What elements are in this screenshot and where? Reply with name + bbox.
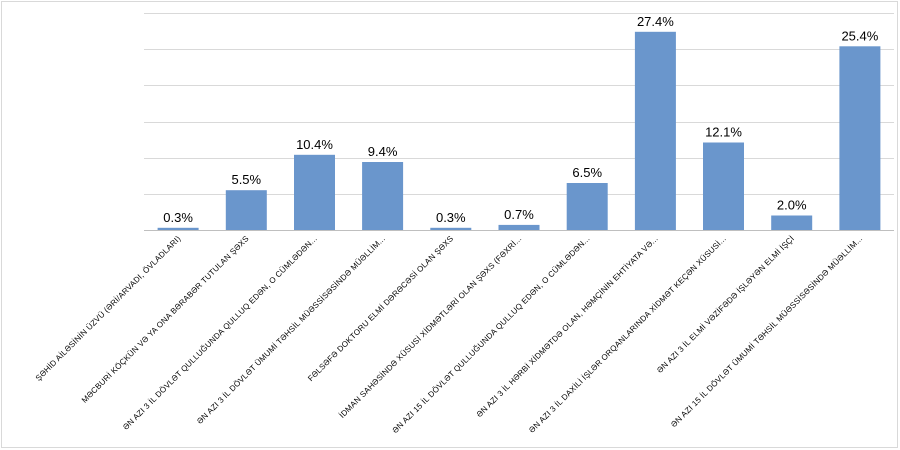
bar-8 (703, 142, 744, 230)
data-label-9: 2.0% (777, 198, 807, 213)
category-label-9: ƏN AZI 3 İL ELMİ VƏZİFƏDƏ İŞLƏYƏN ELMİ İ… (655, 234, 796, 375)
bar-0 (157, 227, 199, 230)
bar-9 (771, 215, 813, 230)
bar-2 (294, 154, 335, 230)
data-label-10: 25.4% (841, 28, 878, 43)
data-label-7: 27.4% (637, 14, 674, 29)
category-label-1: MƏCBURİ KÖÇKÜN VƏ YA ONA BƏRABƏR TUTULAN… (80, 234, 251, 405)
data-label-1: 5.5% (231, 172, 261, 187)
data-label-8: 12.1% (705, 125, 742, 140)
data-label-5: 0.7% (504, 207, 534, 222)
data-label-6: 6.5% (572, 165, 602, 180)
bar-3 (362, 162, 404, 230)
data-label-3: 9.4% (368, 144, 398, 159)
bar-6 (566, 183, 608, 230)
bar-1 (225, 190, 267, 230)
bar-7 (634, 31, 676, 230)
category-label-0: ŞƏHİD AİLƏSİNİN ÜZVÜ (ƏRİ/ARVADI, ÖVLADL… (34, 234, 183, 383)
category-label-4: FƏLSƏFƏ DOKTORU ELMİ DƏRƏCƏSİ OLAN ŞƏXS (306, 234, 455, 383)
data-label-0: 0.3% (163, 210, 193, 225)
bar-4 (430, 227, 472, 230)
data-label-4: 0.3% (436, 210, 466, 225)
bar-5 (498, 224, 540, 230)
bar-10 (839, 46, 881, 230)
data-label-2: 10.4% (296, 137, 333, 152)
